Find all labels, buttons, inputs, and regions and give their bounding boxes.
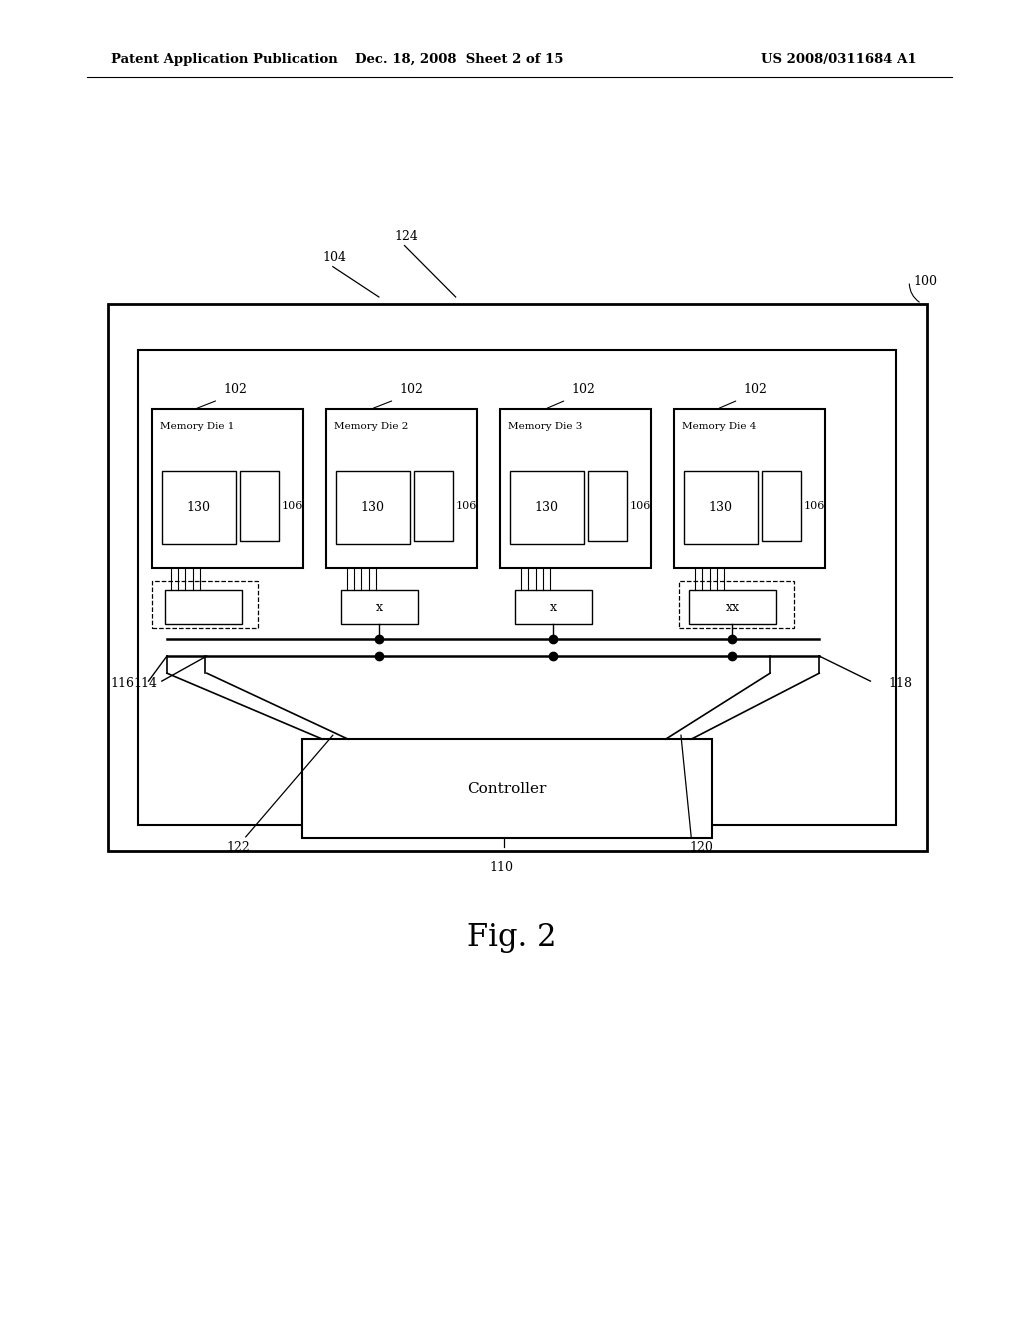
Text: 130: 130 xyxy=(186,502,211,513)
Text: 104: 104 xyxy=(323,251,346,264)
Text: 130: 130 xyxy=(535,502,559,513)
Text: xx: xx xyxy=(726,601,739,614)
Bar xyxy=(510,471,584,544)
Text: 130: 130 xyxy=(709,502,733,513)
Text: 100: 100 xyxy=(913,275,937,288)
Bar xyxy=(515,590,592,624)
Bar xyxy=(341,590,418,624)
Bar xyxy=(240,471,279,541)
Text: 124: 124 xyxy=(394,230,418,243)
Bar xyxy=(152,581,258,628)
Text: 106: 106 xyxy=(282,502,303,511)
Text: 102: 102 xyxy=(399,383,423,396)
Bar xyxy=(326,409,477,568)
Text: Memory Die 1: Memory Die 1 xyxy=(160,422,234,432)
Text: 122: 122 xyxy=(226,841,251,854)
Bar xyxy=(302,739,712,838)
Bar xyxy=(138,350,896,825)
Text: 114: 114 xyxy=(133,677,157,690)
Text: x: x xyxy=(376,601,383,614)
Text: US 2008/0311684 A1: US 2008/0311684 A1 xyxy=(761,53,916,66)
Text: 116: 116 xyxy=(111,677,134,690)
Bar xyxy=(152,409,303,568)
Bar xyxy=(674,409,825,568)
Bar xyxy=(684,471,758,544)
Bar xyxy=(500,409,651,568)
Text: Memory Die 2: Memory Die 2 xyxy=(334,422,409,432)
Text: 110: 110 xyxy=(489,861,514,874)
Text: 106: 106 xyxy=(804,502,825,511)
Text: Patent Application Publication: Patent Application Publication xyxy=(111,53,337,66)
Bar xyxy=(588,471,627,541)
Bar xyxy=(689,590,776,624)
Bar xyxy=(762,471,801,541)
Bar xyxy=(162,471,236,544)
Text: x: x xyxy=(550,601,557,614)
Text: 102: 102 xyxy=(571,383,595,396)
Text: 102: 102 xyxy=(743,383,767,396)
Text: 106: 106 xyxy=(630,502,651,511)
Text: 106: 106 xyxy=(456,502,477,511)
Bar xyxy=(414,471,453,541)
Bar xyxy=(108,304,927,851)
Text: 120: 120 xyxy=(689,841,714,854)
Text: Dec. 18, 2008  Sheet 2 of 15: Dec. 18, 2008 Sheet 2 of 15 xyxy=(354,53,563,66)
Bar xyxy=(336,471,410,544)
Bar xyxy=(679,581,794,628)
Text: 130: 130 xyxy=(360,502,385,513)
Text: Fig. 2: Fig. 2 xyxy=(467,921,557,953)
Bar xyxy=(165,590,242,624)
Text: Memory Die 3: Memory Die 3 xyxy=(508,422,583,432)
Text: Memory Die 4: Memory Die 4 xyxy=(682,422,757,432)
Text: Controller: Controller xyxy=(467,781,547,796)
Text: 102: 102 xyxy=(223,383,247,396)
Text: 118: 118 xyxy=(889,677,912,690)
